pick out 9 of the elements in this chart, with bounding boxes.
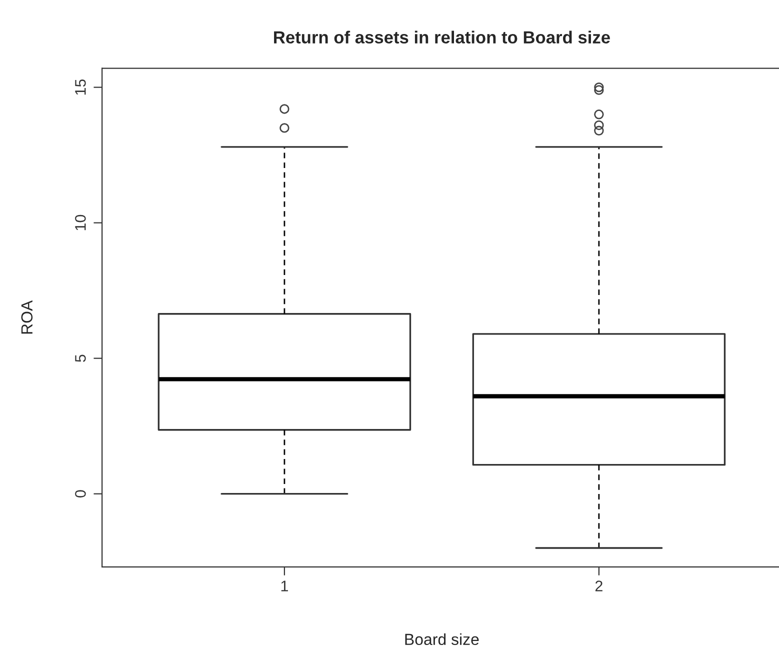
x-tick-label: 1 [281, 580, 288, 592]
y-tick-label: 5 [75, 354, 86, 362]
y-tick-label: 15 [75, 79, 86, 95]
chart-title: Return of assets in relation to Board size [274, 30, 610, 44]
x-axis-title: Board size [405, 633, 479, 646]
x-tick-label: 2 [595, 580, 602, 592]
y-tick-label: 10 [75, 214, 86, 230]
y-tick-label: 0 [75, 490, 86, 498]
y-axis-title: ROA [21, 300, 33, 334]
